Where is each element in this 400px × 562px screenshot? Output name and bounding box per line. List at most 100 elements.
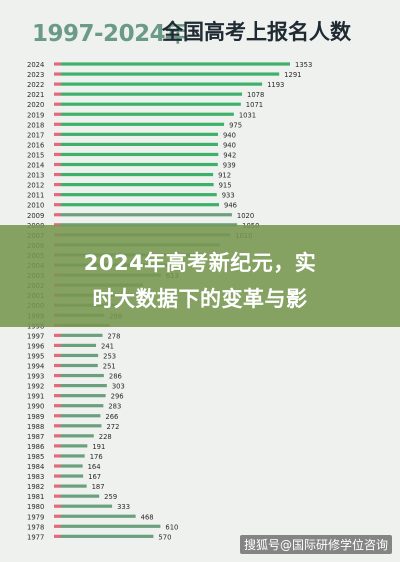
value-label-1991: 296 [111,393,124,401]
bar-1993 [61,373,104,378]
bar-1987 [61,434,94,438]
year-label: 1993 [27,373,44,381]
value-label-1981: 259 [104,493,117,501]
value-label-2022: 1193 [267,81,284,89]
bar-1981 [61,494,100,498]
bar-2012 [61,183,214,187]
bar-1997 [61,333,103,337]
value-label-1993: 286 [109,373,122,381]
bar-1992 [61,384,107,388]
bar-start-marker [54,434,61,438]
bar-start-marker [54,203,61,207]
year-label: 2013 [27,172,44,180]
value-label-1988: 272 [106,423,119,431]
title-main: 全国高考上报名人数 [162,20,351,44]
value-label-1977: 570 [158,533,171,541]
bar-start-marker [54,343,61,347]
value-label-1987: 228 [99,433,112,441]
year-label: 1979 [27,513,44,521]
year-label: 1987 [27,433,44,441]
year-label: 1988 [27,423,44,431]
value-label-2011: 933 [222,192,235,200]
headline-line-1: 2024年高考新纪元，实 [83,251,317,275]
year-label: 2023 [27,71,44,79]
value-label-2017: 940 [223,131,236,139]
year-label: 2018 [27,121,44,129]
value-label-2014: 939 [223,162,236,170]
year-label: 2022 [27,81,44,89]
bar-2023 [61,72,280,76]
bar-2017 [61,132,218,136]
value-label-1983: 167 [88,473,101,481]
bar-start-marker [54,414,61,418]
bar-1988 [61,424,102,428]
bar-2009 [61,213,232,217]
bar-2015 [61,152,219,157]
value-label-2020: 1071 [246,101,263,109]
year-label: 1980 [27,503,44,511]
title-years: 1997-2024年 [32,21,188,47]
year-label: 1995 [27,352,44,360]
bar-start-marker [54,454,61,458]
year-label: 1989 [27,413,44,421]
year-label: 1997 [27,332,44,340]
value-label-1995: 253 [103,352,116,360]
value-label-1990: 283 [108,403,121,411]
value-label-2016: 940 [223,141,236,149]
value-label-1997: 278 [107,332,120,340]
value-label-2013: 912 [218,172,231,180]
bar-start-marker [54,172,61,177]
bar-2014 [61,162,218,167]
bar-start-marker [54,444,61,448]
year-label: 1985 [27,453,44,461]
year-label: 1978 [27,523,44,531]
bar-start-marker [54,62,61,66]
value-label-2024: 1353 [295,61,312,69]
bar-1977 [61,534,154,538]
year-label: 2009 [27,212,44,220]
bar-start-marker [54,363,61,368]
watermark: 搜狐号@国际研修学位咨询 [239,535,392,554]
bar-start-marker [54,213,61,217]
bar-start-marker [54,162,61,167]
bar-2019 [61,112,234,116]
year-label: 2012 [27,182,44,190]
year-label: 2011 [27,192,44,200]
bar-1990 [61,404,104,408]
year-label: 1983 [27,473,44,481]
year-label: 1992 [27,383,44,391]
bar-1978 [61,524,161,528]
value-label-1980: 333 [117,503,130,511]
year-label: 2024 [27,61,44,69]
headline-banner: 2024年高考新纪元，实 时大数据下的变革与影 [0,225,400,327]
year-label: 1994 [27,363,44,371]
bar-start-marker [54,474,61,478]
bar-2022 [61,82,263,86]
value-label-1979: 468 [141,513,154,521]
value-label-1978: 610 [165,523,178,531]
bar-2021 [61,92,243,96]
bar-start-marker [54,373,61,378]
bar-1995 [61,353,99,358]
year-label: 1977 [27,533,44,541]
year-label: 1981 [27,493,44,501]
value-label-1994: 251 [103,363,116,371]
bar-2008 [61,223,238,227]
value-label-1986: 191 [92,443,105,451]
bar-start-marker [54,72,61,76]
bar-2016 [61,142,218,146]
year-label: 1986 [27,443,44,451]
bar-start-marker [54,514,61,518]
value-label-1992: 303 [112,383,125,391]
bar-start-marker [54,152,61,157]
bar-start-marker [54,384,61,388]
bar-1986 [61,444,88,448]
value-label-2018: 975 [229,121,242,129]
bar-start-marker [54,82,61,86]
bar-start-marker [54,142,61,146]
value-label-1982: 187 [92,483,105,491]
bar-start-marker [54,404,61,408]
year-label: 2015 [27,151,44,159]
value-label-2023: 1291 [284,71,301,79]
bar-start-marker [54,183,61,187]
